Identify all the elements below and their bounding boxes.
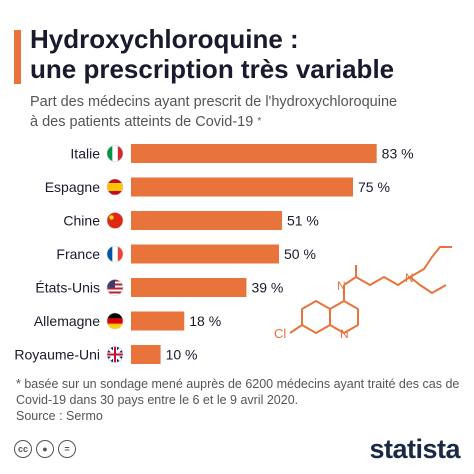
license-icons: cc ● =: [14, 440, 76, 458]
molecule-icon: [289, 246, 452, 334]
attribution-icon[interactable]: ●: [36, 440, 54, 458]
accent-bar: [14, 30, 21, 84]
molecule-n-label-3: N: [340, 327, 349, 341]
germany-flag-icon: [106, 312, 124, 330]
category-label: États-Unis: [35, 280, 100, 296]
subtitle-footnote-mark: *: [257, 116, 262, 127]
footnote-line-1: * basée sur un sondage mené auprès de 62…: [16, 377, 460, 391]
footer: cc ● = statista: [0, 430, 474, 474]
subtitle-line-1: Part des médecins ayant prescrit de l'hy…: [30, 94, 398, 110]
value-label: 83 %: [382, 146, 414, 162]
bar: [131, 311, 185, 331]
cc-icon[interactable]: cc: [14, 440, 32, 458]
molecule-cl-label: Cl: [274, 326, 286, 341]
usa-flag-icon: [106, 279, 124, 296]
bar: [131, 211, 282, 230]
bar: [131, 244, 279, 264]
category-label: Italie: [70, 146, 100, 162]
bars-group: Italie 83 % Espagne 75 % Chine 51 % France 50 %…: [14, 144, 414, 364]
bar: [131, 144, 377, 163]
title-line-1: Hydroxychloroquine :: [30, 24, 299, 54]
statista-logo[interactable]: statista: [369, 434, 460, 464]
uk-flag-icon: [106, 346, 124, 363]
noderivatives-icon[interactable]: =: [58, 440, 76, 458]
subtitle: Part des médecins ayant prescrit de l'hy…: [30, 92, 397, 132]
category-label: Royaume-Uni: [14, 347, 100, 363]
category-label: Chine: [63, 213, 100, 229]
spain-flag-icon: [106, 178, 124, 196]
molecule-n-label-2: N: [405, 271, 414, 285]
category-label: Allemagne: [34, 313, 100, 329]
footnote-line-2: Covid-19 dans 30 pays entre le 6 et le 9…: [16, 393, 299, 407]
value-label: 39 %: [251, 280, 283, 296]
footnote: * basée sur un sondage mené auprès de 62…: [16, 376, 459, 424]
value-label: 50 %: [284, 246, 316, 262]
source-line: Source : Sermo: [16, 409, 103, 423]
bar: [131, 345, 161, 364]
value-label: 10 %: [166, 347, 198, 363]
bar-chart: N N N Cl Italie 83 % Espagne 75 % Chine 51 % F…: [14, 144, 452, 364]
category-label: France: [56, 246, 100, 262]
molecule-n-label: N: [337, 279, 346, 293]
value-label: 75 %: [358, 179, 390, 195]
value-label: 18 %: [189, 313, 221, 329]
title-line-2: une prescription très variable: [30, 54, 395, 84]
value-label: 51 %: [287, 213, 319, 229]
bar: [131, 278, 247, 297]
france-flag-icon: [106, 245, 124, 263]
italy-flag-icon: [106, 145, 124, 162]
subtitle-line-2: à des patients atteints de Covid-19 *: [30, 112, 397, 132]
china-flag-icon: [106, 212, 124, 229]
bar: [131, 177, 353, 197]
category-label: Espagne: [45, 179, 100, 195]
page-title: Hydroxychloroquine : une prescription tr…: [30, 24, 394, 84]
subtitle-line-2-text: à des patients atteints de Covid-19: [30, 114, 254, 130]
